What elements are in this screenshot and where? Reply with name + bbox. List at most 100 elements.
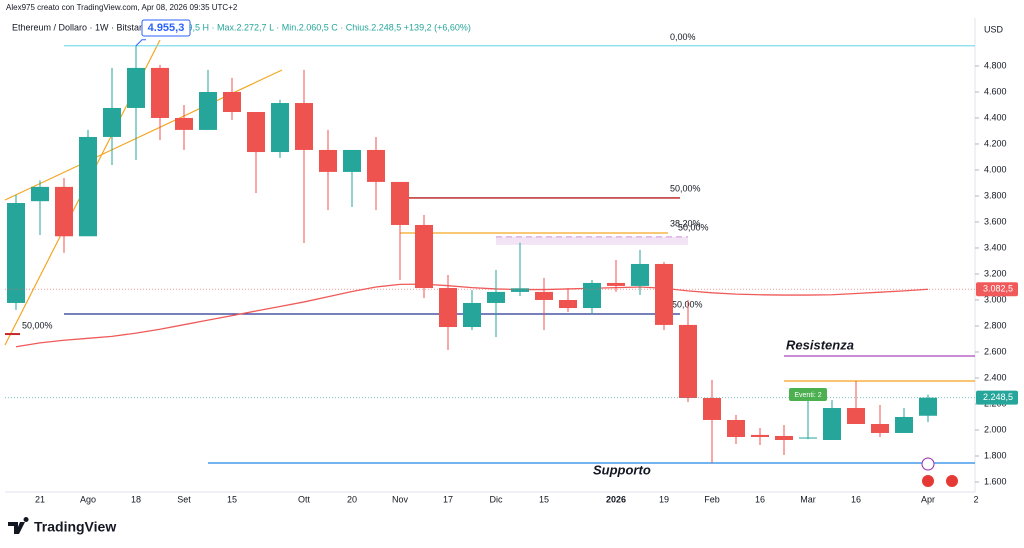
candle-body <box>871 424 889 433</box>
ma-price-tag-bg <box>976 282 1018 297</box>
candle-body <box>343 149 361 172</box>
candle-body <box>439 288 457 328</box>
x-tick-label: 15 <box>539 494 549 504</box>
candle-body <box>127 67 145 108</box>
symbol-title: Ethereum / Dollaro · 1W · Bitstamp <box>12 22 152 32</box>
x-tick-label: 17 <box>443 494 453 504</box>
candle-body <box>799 437 817 439</box>
level-label: 50,00% <box>22 320 53 330</box>
candle-body <box>415 224 433 289</box>
x-tick-label: Dic <box>490 494 503 504</box>
event-badge-bg <box>789 388 827 401</box>
candle-body <box>727 419 745 438</box>
candle-body <box>31 186 49 202</box>
candle-body <box>247 111 265 153</box>
candle-body <box>895 416 913 433</box>
candle-body <box>847 408 865 425</box>
high-callout: 4.955,3 <box>148 22 185 34</box>
candle-body <box>583 282 601 309</box>
candle-body <box>655 263 673 325</box>
x-tick-label: 15 <box>227 494 237 504</box>
moving-average <box>15 283 929 348</box>
candle-body <box>679 324 697 399</box>
y-tick-label: 2.000 <box>984 424 1007 434</box>
x-tick-label: Ago <box>80 494 96 504</box>
y-tick-label: 2.600 <box>984 346 1007 356</box>
x-tick-label: 16 <box>755 494 765 504</box>
level-label: 50,00% <box>670 183 701 193</box>
flag-icon <box>946 475 958 487</box>
candle-body <box>271 103 289 153</box>
level-label: 50,00% <box>678 222 709 232</box>
x-tick-label: Feb <box>704 494 720 504</box>
ma-price-tag: 3.082,5 <box>983 284 1013 294</box>
brand-logo: TradingView <box>8 517 116 535</box>
last-price-tag: 2.248,5 <box>983 392 1013 402</box>
flag-icon <box>922 475 934 487</box>
x-tick-label: Apr <box>921 494 935 504</box>
y-tick-label: 4.200 <box>984 138 1007 148</box>
y-tick-label: 1.800 <box>984 450 1007 460</box>
candle-body <box>55 186 73 237</box>
candle-body <box>175 117 193 130</box>
candle-body <box>223 91 241 112</box>
currency: USD <box>984 24 1004 34</box>
y-tick-label: 3.400 <box>984 242 1007 252</box>
candle-body <box>487 291 505 303</box>
level-label: 50,00% <box>672 299 703 309</box>
y-tick-label: 4.000 <box>984 164 1007 174</box>
candle-body <box>511 288 529 292</box>
y-tick-label: 3.600 <box>984 216 1007 226</box>
candle-body <box>103 107 121 137</box>
candle-body <box>631 263 649 286</box>
x-tick-label: Ott <box>298 494 311 504</box>
x-tick-label: 21 <box>35 494 45 504</box>
candle-body <box>559 299 577 309</box>
callout-pointer <box>135 39 146 47</box>
candle-body <box>823 408 841 440</box>
candle-body <box>199 91 217 130</box>
fib-band <box>496 236 688 245</box>
y-tick-label: 4.800 <box>984 60 1007 70</box>
candle-body <box>319 149 337 172</box>
x-tick-label: 19 <box>659 494 669 504</box>
level-label: 0,00% <box>670 32 696 42</box>
x-tick-label: Set <box>177 494 191 504</box>
x-tick-label: 18 <box>131 494 141 504</box>
x-tick-label: Nov <box>392 494 409 504</box>
level-label: Supporto <box>593 462 651 477</box>
level-label: Resistenza <box>786 337 854 352</box>
candle-body <box>391 181 409 225</box>
y-tick-label: 4.400 <box>984 112 1007 122</box>
last-price-tag-bg <box>976 390 1018 405</box>
x-tick-label: 2 <box>973 494 978 504</box>
y-tick-label: 1.600 <box>984 476 1007 486</box>
channel-line <box>4 69 283 201</box>
candle-body <box>7 202 25 303</box>
y-tick-label: 2.400 <box>984 372 1007 382</box>
candle-body <box>79 136 97 237</box>
y-tick-label: 2.800 <box>984 320 1007 330</box>
candle-body <box>775 435 793 440</box>
y-tick-label: 4.600 <box>984 86 1007 96</box>
event-icon <box>921 457 935 471</box>
candle-body <box>919 397 937 416</box>
y-tick-label: 3.800 <box>984 190 1007 200</box>
event-badge: Eventi: 2 <box>794 392 821 399</box>
candle-body <box>751 434 769 438</box>
candle-body <box>703 398 721 420</box>
brand-name: TradingView <box>34 519 116 535</box>
y-tick-label: 3.000 <box>984 294 1007 304</box>
candle-body <box>151 67 169 118</box>
candle-body <box>607 282 625 286</box>
x-tick-label: Mar <box>800 494 816 504</box>
y-tick-label: 3.200 <box>984 268 1007 278</box>
x-tick-label: 20 <box>347 494 357 504</box>
candle-body <box>535 291 553 300</box>
candle-body <box>295 103 313 150</box>
callout-box <box>141 19 191 37</box>
credit: Alex975 creato con TradingView.com, Apr … <box>6 3 238 12</box>
candle-body <box>367 149 385 182</box>
